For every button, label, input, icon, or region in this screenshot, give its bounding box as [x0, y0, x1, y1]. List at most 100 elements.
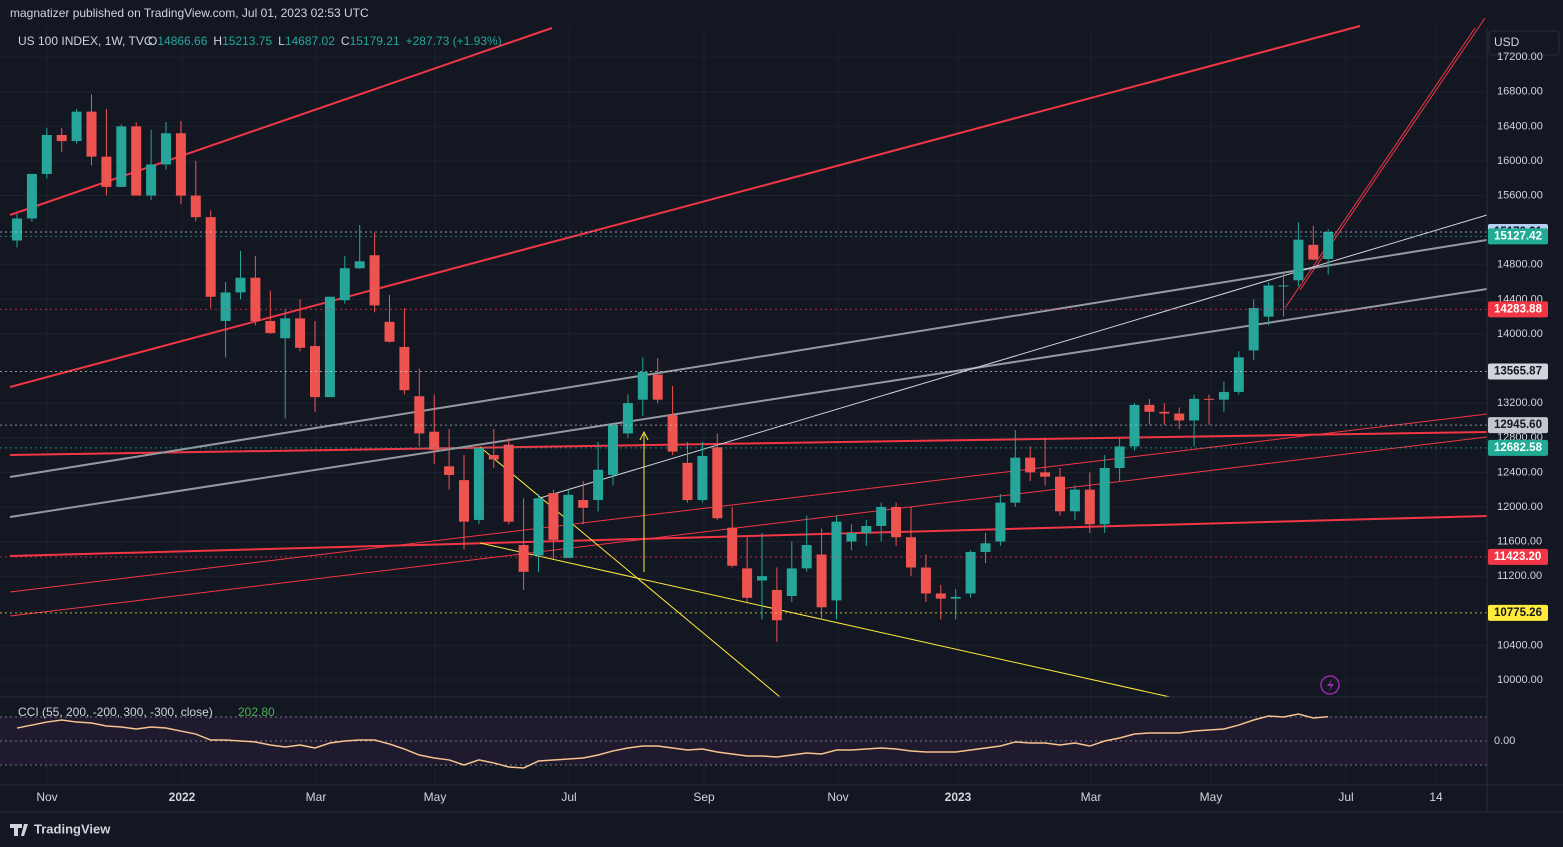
candle-body	[533, 498, 544, 556]
trend-line	[9, 431, 1488, 456]
candle-body	[786, 568, 797, 597]
candle-body	[682, 462, 693, 501]
x-tick-label: Nov	[36, 790, 57, 804]
candle-body	[295, 318, 306, 348]
price-label: 10775.26	[1494, 607, 1542, 619]
candle-body	[473, 448, 484, 520]
candle-body	[1248, 308, 1259, 351]
x-tick-label: 2022	[169, 790, 196, 804]
candle-body	[324, 296, 335, 398]
x-tick-label: 14	[1429, 790, 1443, 804]
trend-line	[9, 27, 553, 216]
price-label: 13565.87	[1494, 366, 1542, 378]
candle-body	[71, 111, 82, 142]
y-tick-label: 10400.00	[1497, 639, 1543, 651]
candle-body	[235, 277, 246, 293]
ohlc-label: C	[341, 34, 350, 48]
candle-body	[250, 277, 261, 321]
candle-body	[1069, 489, 1080, 512]
x-tick-label: Mar	[306, 790, 327, 804]
candle-body	[1114, 446, 1125, 469]
ohlc-label: L	[278, 34, 285, 48]
alert-icon[interactable]	[1320, 675, 1340, 695]
chart-title: US 100 INDEX, 1W, TVC	[18, 34, 153, 48]
candle-body	[1293, 239, 1304, 281]
candle-body	[742, 568, 753, 598]
trend-line	[9, 25, 1361, 388]
candle-body	[503, 444, 514, 522]
candle-body	[727, 527, 738, 566]
candle-body	[339, 268, 350, 301]
candle-body	[667, 415, 678, 452]
ohlc-label: H	[213, 34, 222, 48]
y-tick-label: 16000.00	[1497, 155, 1543, 167]
price-label: 14283.88	[1494, 303, 1543, 315]
alert-icon-bolt	[1327, 679, 1334, 692]
candle-body	[1189, 398, 1200, 421]
indicator-value: 202.80	[238, 705, 275, 719]
candle-body	[131, 126, 142, 196]
candle-body	[26, 173, 37, 219]
candle-body	[548, 493, 559, 540]
candle-body	[637, 372, 648, 400]
price-label-box	[1488, 439, 1548, 456]
candle-body	[771, 589, 782, 621]
brand: TradingView	[34, 821, 111, 836]
y-tick-label: 14000.00	[1497, 328, 1543, 340]
candle-body	[384, 321, 395, 342]
candle-body	[578, 500, 589, 508]
candle-body	[950, 596, 961, 599]
candle-body	[965, 551, 976, 594]
ohlc-value: 15213.75	[222, 34, 272, 48]
indicator-title: CCI (55, 200, -200, 300, -300, close)	[18, 705, 213, 719]
candle-body	[399, 346, 410, 391]
candle-body	[12, 218, 22, 241]
y-tick-label: 12000.00	[1497, 501, 1543, 513]
candle-body	[86, 111, 97, 157]
candle-body	[906, 537, 916, 568]
candle-body	[861, 525, 872, 533]
trend-line	[9, 239, 1488, 478]
candle-body	[1010, 457, 1021, 503]
candle-body	[816, 554, 827, 608]
candle-body	[1099, 468, 1110, 525]
currency-box[interactable]	[1488, 30, 1560, 56]
candle-body	[459, 480, 469, 522]
candle-body	[1040, 472, 1051, 477]
candle-body	[831, 521, 842, 601]
candle-body	[757, 576, 767, 581]
candle-body	[265, 320, 276, 334]
candle-body	[101, 156, 112, 187]
candle-body	[995, 502, 1006, 542]
x-tick-label: 2023	[945, 790, 972, 804]
candle-body	[205, 217, 216, 297]
y-tick-label: 13200.00	[1497, 397, 1543, 409]
y-tick-label: 17200.00	[1497, 51, 1543, 63]
ohlc-value: 15179.21	[350, 34, 400, 48]
candle-body	[980, 543, 991, 552]
candle-body	[1323, 231, 1334, 259]
candle-body	[280, 318, 291, 339]
price-label-box	[1488, 228, 1548, 245]
trend-line	[1284, 27, 1476, 309]
x-tick-label: Mar	[1081, 790, 1102, 804]
price-label: 12945.60	[1494, 419, 1542, 431]
candle-body	[1055, 476, 1065, 512]
candle-body	[593, 469, 604, 501]
cci-line	[16, 713, 1329, 769]
y-tick-label: 11200.00	[1497, 570, 1542, 582]
x-tick-label: May	[1200, 790, 1223, 804]
candle-body	[1144, 404, 1155, 412]
x-tick-label: May	[424, 790, 447, 804]
ohlc-legend: O14866.66 H15213.75 L14687.02 C15179.21 +287…	[148, 34, 502, 48]
x-tick-label: Jul	[1338, 790, 1353, 804]
candle-body	[697, 455, 708, 501]
candle-body	[429, 431, 440, 450]
candle-body	[175, 133, 186, 196]
candle-body	[608, 424, 618, 475]
y-tick-label: 16400.00	[1497, 120, 1543, 132]
candle-body	[622, 403, 633, 434]
x-tick-label: Sep	[693, 790, 715, 804]
y-tick-label: 16800.00	[1497, 86, 1543, 98]
